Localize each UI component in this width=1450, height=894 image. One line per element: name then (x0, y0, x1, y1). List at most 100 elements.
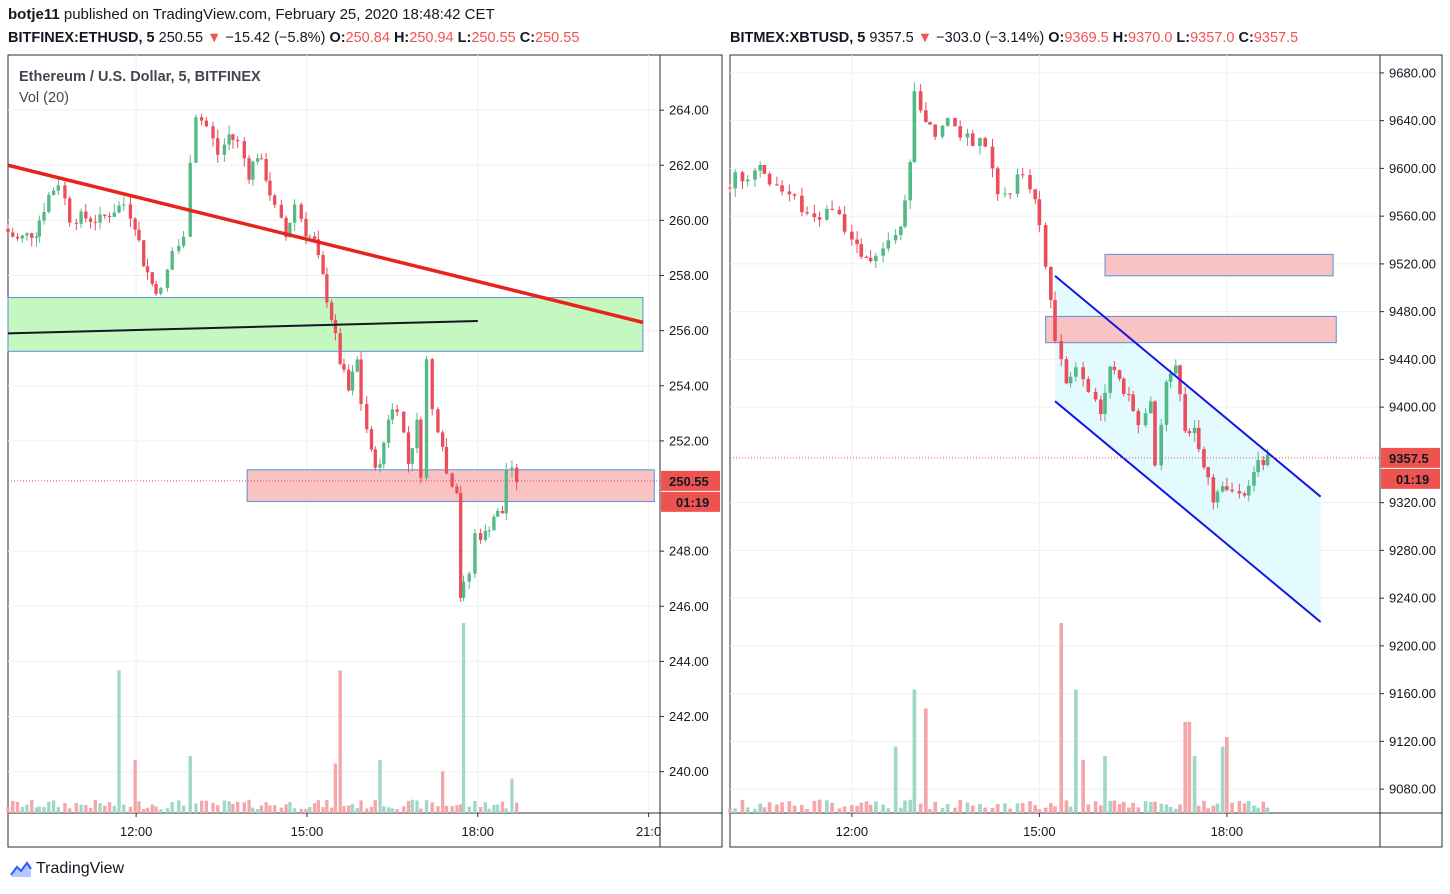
candle (1015, 174, 1020, 194)
volume-bar (1164, 804, 1169, 813)
volume-bar (365, 808, 369, 813)
volume-bar (965, 802, 970, 813)
volume-bar (1093, 801, 1098, 813)
volume-bar (864, 801, 869, 813)
footer-brand: TradingView (10, 860, 124, 878)
y-tick-label: 258.00 (669, 268, 709, 283)
candle (15, 236, 20, 239)
candle (1117, 370, 1122, 379)
candle (117, 205, 121, 213)
countdown-tag (1381, 468, 1440, 489)
resistance-zone[interactable] (1104, 253, 1334, 277)
volume-bar (395, 809, 399, 813)
volume-bar (1230, 802, 1234, 813)
resistance-zone[interactable] (1045, 315, 1337, 344)
y-tick-label: 9400.00 (1389, 400, 1436, 415)
candle (455, 486, 459, 494)
volume-bar (236, 801, 240, 813)
volume-bar (88, 807, 93, 813)
chart-title: Ethereum / U.S. Dollar, 5, BITFINEX (19, 69, 261, 85)
volume-bar (112, 805, 116, 813)
high-label: H: (1112, 30, 1129, 46)
volume-bar (953, 807, 957, 813)
candle (436, 409, 440, 433)
countdown-tag (661, 491, 720, 512)
candle (122, 204, 126, 206)
candle (990, 146, 995, 169)
volume-bar (1246, 800, 1251, 813)
volume-bar (419, 808, 423, 813)
candle (780, 185, 784, 192)
high-value: 9370.0 (1128, 30, 1173, 46)
candle (112, 212, 116, 217)
y-tick-label: 246.00 (669, 599, 709, 614)
price-tag (661, 470, 720, 491)
candle (1261, 460, 1266, 466)
candle (231, 134, 235, 140)
candle (1252, 472, 1256, 486)
volume-bar (410, 799, 414, 813)
volume-bar (825, 800, 829, 813)
candle (1265, 454, 1270, 466)
candle (908, 162, 913, 201)
candle (103, 214, 107, 216)
candle (837, 209, 842, 215)
candle (1183, 394, 1188, 432)
red-trendline[interactable] (7, 163, 644, 325)
volume-bar (995, 803, 1000, 813)
candle (268, 180, 272, 196)
volume-bar (817, 799, 822, 813)
volume-bar (222, 800, 227, 813)
volume-bar (117, 670, 121, 813)
chart-panel-eth[interactable]: 264.00 262.00 260.00 258.00 256.00 254.00 252.… (6, 54, 723, 848)
volume-bar (25, 804, 29, 813)
candle (762, 165, 767, 174)
volume-bar (1237, 800, 1242, 813)
volume-bar (450, 806, 454, 813)
volume-bar (1059, 623, 1064, 813)
candle (953, 117, 957, 127)
y-tick-label: 252.00 (669, 433, 709, 448)
volume-bar (231, 803, 235, 813)
candle (1131, 394, 1135, 411)
candle (886, 240, 891, 249)
candle (1159, 424, 1164, 466)
volume-bar (762, 807, 767, 813)
brand-name[interactable]: TradingView (36, 860, 125, 877)
price-tag-label: 250.55 (669, 474, 709, 489)
candle (983, 138, 988, 147)
x-tick-label: 15:00 (1023, 824, 1056, 839)
channel-lower-line[interactable] (1054, 400, 1322, 623)
chart-panel-xbt[interactable]: 9680.00 9640.00 9600.00 9560.00 9520.00 9480.… (728, 54, 1443, 848)
volume-bar (945, 804, 950, 813)
quote-symbol[interactable]: BITFINEX:ETHUSD, 5 (8, 30, 155, 46)
candle (1028, 175, 1032, 190)
quote-change: −15.42 (−5.8%) (225, 30, 326, 46)
volume-bar (6, 806, 10, 813)
volume-bar (424, 800, 429, 813)
black-trendline[interactable] (7, 319, 478, 335)
author-name[interactable]: botje11 (8, 6, 60, 23)
volume-bar (1265, 807, 1270, 813)
candle (227, 134, 231, 145)
volume-bar (978, 803, 982, 813)
candle (150, 272, 154, 284)
volume-bar (288, 802, 292, 813)
volume-bar (369, 806, 374, 813)
y-tick-label: 9080.00 (1389, 782, 1436, 797)
quote-symbol[interactable]: BITMEX:XBTUSD, 5 (730, 30, 866, 46)
volume-bar (1256, 807, 1260, 813)
volume-bar (787, 801, 792, 813)
volume-bar (150, 804, 154, 813)
candle (1093, 391, 1098, 400)
candle (492, 516, 496, 531)
candle (204, 120, 209, 127)
price-tag-label: 9357.5 (1389, 451, 1429, 466)
quote-bar-eth: BITFINEX:ETHUSD, 5 250.55 ▼ −15.42 (−5.8… (8, 30, 579, 46)
candle (1246, 485, 1251, 496)
y-tick-label: 240.00 (669, 764, 709, 779)
volume-indicator-label: Vol (20) (19, 90, 69, 106)
channel-upper-line[interactable] (1054, 275, 1322, 498)
x-tick-label: 12:00 (836, 824, 869, 839)
